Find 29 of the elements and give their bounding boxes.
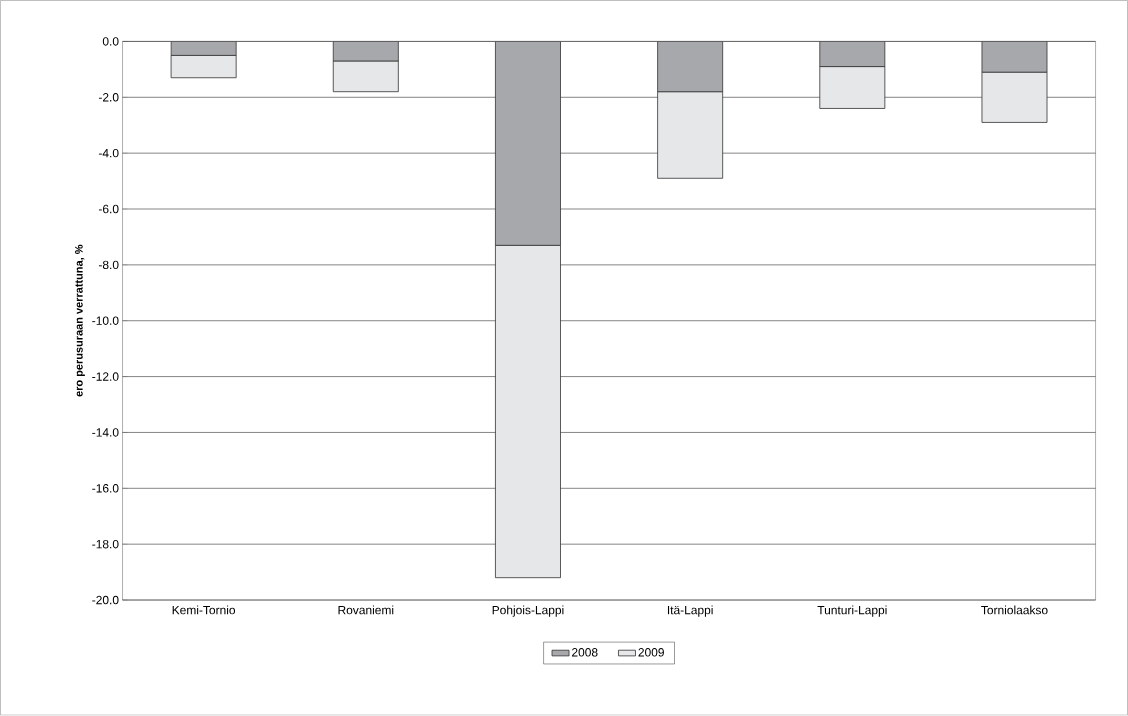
bar [981, 41, 1048, 73]
x-tick-label: Kemi-Tornio [172, 605, 236, 615]
y-tick-label: -18.0 [92, 540, 119, 549]
y-tick-label: -16.0 [92, 484, 119, 493]
legend-label: 2009 [638, 648, 664, 657]
x-tick-label: Tunturi-Lappi [817, 605, 887, 617]
y-tick-label: -2.0 [98, 93, 119, 102]
x-tick-label: Rovaniemi [338, 605, 394, 615]
x-tick-label: Pohjois-Lappi [492, 605, 564, 617]
bar [332, 41, 399, 62]
bar [495, 41, 561, 246]
y-axis-title: ero perusuraan verrattuna, % [74, 245, 85, 397]
legend-label: 2008 [572, 648, 598, 657]
y-tick-label: -8.0 [98, 260, 119, 270]
y-tick-label: -6.0 [98, 204, 119, 214]
x-tick-label: Torniolaakso [981, 605, 1048, 615]
y-tick-label: 0.0 [102, 37, 119, 46]
y-tick-label: -10.0 [92, 316, 119, 326]
bar [657, 91, 724, 179]
bar [657, 41, 724, 93]
bar [819, 66, 886, 110]
y-tick-label: -14.0 [92, 428, 119, 437]
y-tick-label: -4.0 [98, 149, 119, 158]
bar [819, 41, 886, 68]
x-tick-label: Itä-Lappi [667, 605, 713, 617]
bar [170, 41, 237, 57]
y-tick-label: -12.0 [92, 372, 119, 382]
bar [332, 60, 399, 93]
y-tick-label: -20.0 [92, 596, 119, 605]
